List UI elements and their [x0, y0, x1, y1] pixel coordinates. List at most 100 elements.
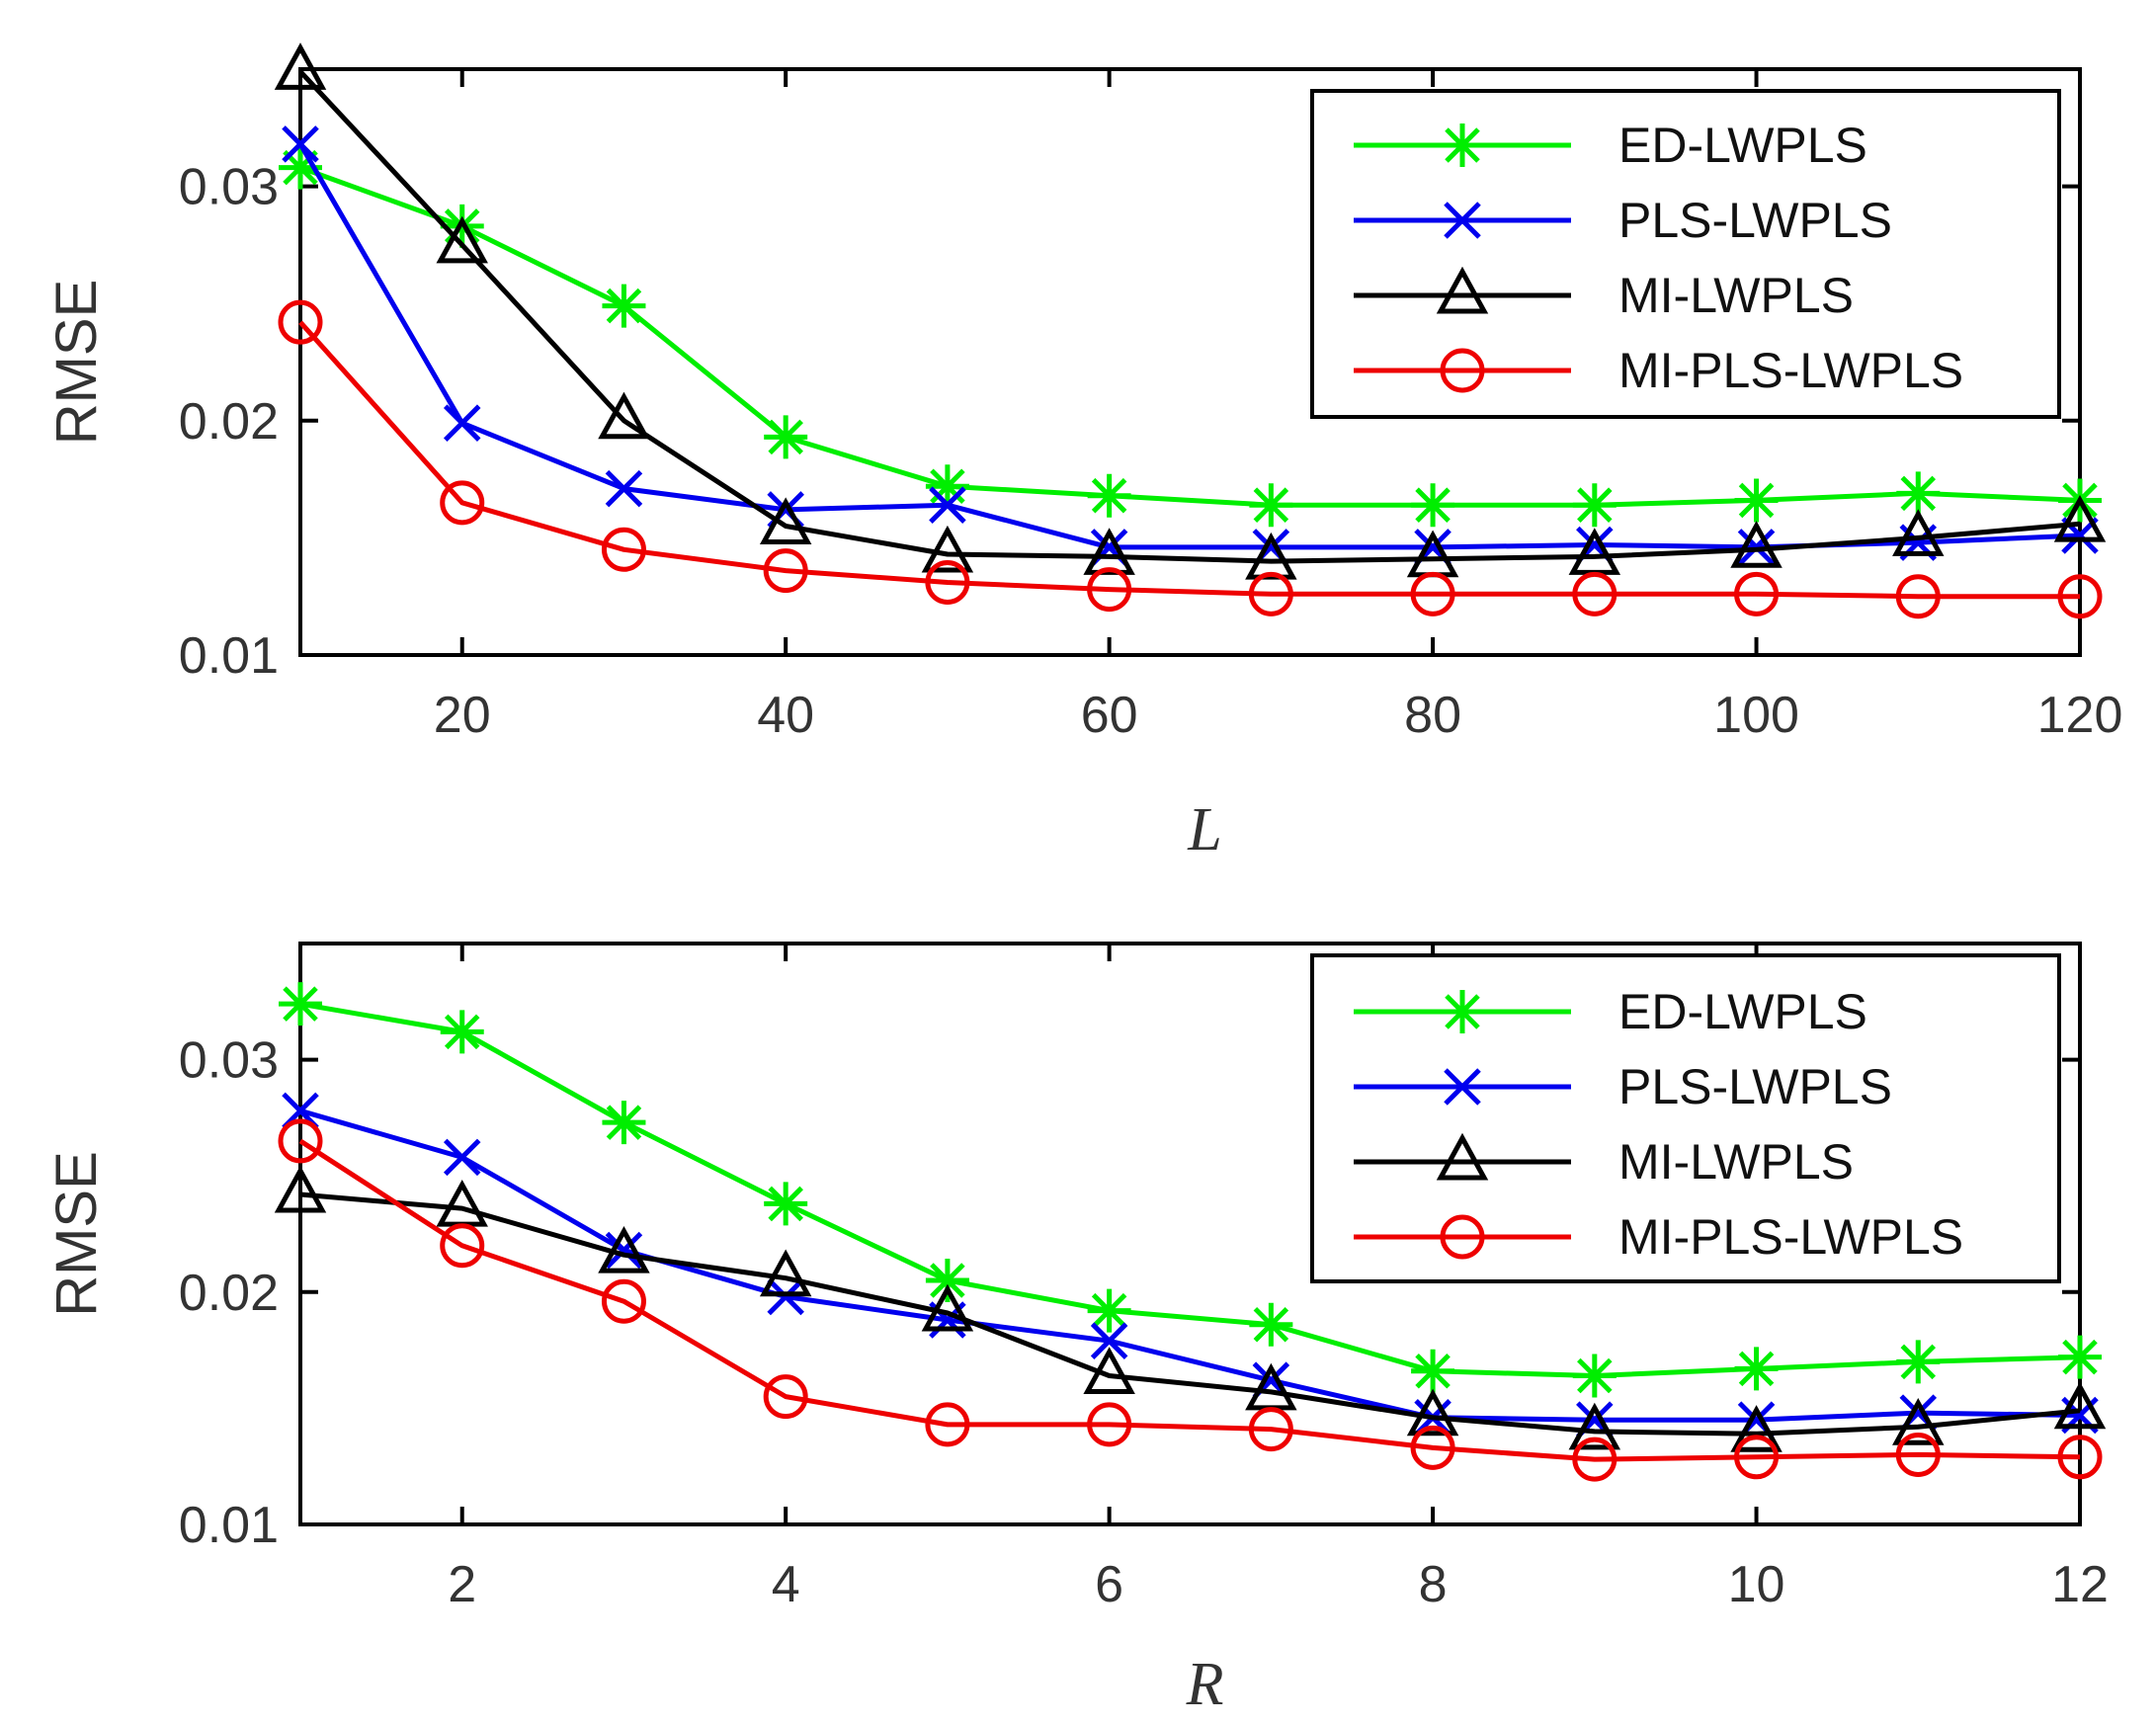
- data-point-marker: [2057, 574, 2103, 619]
- x-tick-label: 40: [757, 687, 814, 744]
- legend-label: MI-PLS-LWPLS: [1618, 343, 1963, 398]
- x-tick-label: 100: [1713, 687, 1799, 744]
- data-point-marker: [1411, 483, 1455, 528]
- data-point-marker: [764, 1182, 808, 1226]
- data-point-marker: [440, 1223, 485, 1269]
- series-line: [299, 165, 2081, 508]
- data-point-marker: [1572, 1437, 1617, 1482]
- data-point-marker: [1406, 1388, 1459, 1437]
- data-point-marker: [759, 1249, 812, 1297]
- data-point-marker: [1734, 1435, 1780, 1480]
- data-point-marker: [1248, 571, 1293, 616]
- x-tick-label: 60: [1081, 687, 1138, 744]
- data-point-marker: [443, 1138, 481, 1177]
- legend-marker: [1444, 1068, 1481, 1106]
- data-point-marker: [602, 284, 646, 328]
- y-axis-label: RMSE: [44, 1151, 109, 1317]
- series-line: [299, 1001, 2081, 1378]
- data-point-marker: [1895, 574, 1941, 619]
- data-point-marker: [605, 1231, 643, 1270]
- data-point-marker: [1896, 1340, 1941, 1384]
- data-point-marker: [921, 525, 974, 573]
- data-point-marker: [2053, 494, 2107, 542]
- data-point-marker: [1406, 530, 1459, 578]
- data-point-marker: [1410, 571, 1455, 616]
- data-point-marker: [1249, 1302, 1293, 1347]
- data-point-marker: [1895, 1432, 1941, 1477]
- data-point-marker: [1572, 483, 1617, 528]
- data-point-marker: [598, 1225, 650, 1273]
- data-point-marker: [279, 982, 322, 1027]
- data-point-marker: [1410, 1425, 1455, 1470]
- legend-label: ED-LWPLS: [1618, 118, 1867, 173]
- x-tick-label: 2: [448, 1556, 476, 1613]
- data-point-marker: [925, 1259, 969, 1303]
- data-point-marker: [763, 548, 808, 594]
- data-point-marker: [1087, 1288, 1131, 1333]
- data-point-marker: [1892, 509, 1945, 556]
- data-point-marker: [278, 1118, 323, 1164]
- data-point-marker: [1568, 528, 1621, 575]
- data-point-marker: [605, 469, 643, 508]
- x-tick-label: 6: [1095, 1556, 1123, 1613]
- data-point-marker: [1734, 1347, 1779, 1391]
- data-point-marker: [1087, 567, 1132, 613]
- data-point-marker: [440, 1010, 484, 1054]
- series-line: [299, 1191, 2081, 1437]
- data-point-marker: [2053, 1381, 2107, 1430]
- data-point-marker: [925, 464, 969, 509]
- data-point-marker: [2058, 1335, 2102, 1379]
- x-axis-label: L: [1187, 796, 1221, 863]
- legend-label: PLS-LWPLS: [1618, 1059, 1892, 1114]
- series-line: [298, 69, 2081, 564]
- data-point-marker: [279, 145, 322, 190]
- series-MI-LWPLS: [274, 42, 2107, 580]
- legend-marker: [1444, 202, 1481, 239]
- data-point-marker: [601, 527, 646, 572]
- data-point-marker: [1730, 1405, 1783, 1452]
- data-point-marker: [1248, 1407, 1293, 1452]
- data-point-marker: [1734, 571, 1780, 616]
- y-tick-label: 0.03: [179, 1032, 279, 1090]
- data-point-marker: [278, 299, 323, 345]
- axes-box: [298, 67, 2082, 657]
- data-point-marker: [1245, 532, 1297, 580]
- series-MI-PLS-LWPLS: [278, 299, 2103, 619]
- x-tick-label: 12: [2051, 1556, 2109, 1613]
- legend-marker: [1436, 1132, 1489, 1181]
- legend-label: ED-LWPLS: [1618, 984, 1867, 1039]
- data-point-marker: [767, 1277, 804, 1316]
- data-point-marker: [763, 1374, 808, 1420]
- x-tick-label: 80: [1404, 687, 1461, 744]
- data-point-marker: [1572, 1354, 1617, 1398]
- legend: ED-LWPLS PLS-LWPLS MI-LWPLS MI-PLS-LWPLS: [1310, 89, 2061, 419]
- data-point-marker: [274, 42, 327, 90]
- series-line: [299, 1108, 2081, 1423]
- legend-marker: [1440, 348, 1485, 393]
- x-tick-label: 4: [772, 1556, 800, 1613]
- legend-marker: [1436, 266, 1489, 314]
- x-tick-label: 10: [1728, 1556, 1785, 1613]
- y-tick-label: 0.02: [179, 1265, 279, 1322]
- data-point-marker: [925, 1402, 970, 1447]
- data-point-marker: [925, 559, 970, 605]
- series-line: [298, 320, 2080, 600]
- data-point-marker: [929, 486, 966, 524]
- data-point-marker: [436, 215, 488, 264]
- series-ED-LWPLS: [279, 982, 2102, 1398]
- legend-label: MI-LWPLS: [1618, 1134, 1854, 1190]
- data-point-marker: [2057, 1435, 2103, 1480]
- data-point-marker: [601, 1278, 646, 1324]
- axes-box: [298, 942, 2082, 1526]
- data-point-marker: [1411, 1349, 1455, 1393]
- data-point-marker: [1568, 1402, 1621, 1450]
- series-MI-PLS-LWPLS: [278, 1118, 2103, 1482]
- legend-label: MI-PLS-LWPLS: [1618, 1209, 1963, 1265]
- y-tick-label: 0.03: [179, 159, 279, 216]
- data-point-marker: [764, 415, 808, 459]
- data-point-marker: [1087, 473, 1131, 518]
- subplot-2: 0.01 0.02 0.03 2 4 6 8 10 12 RMSE R ED-LWPLS PLS-LWP…: [44, 942, 2109, 1718]
- series-MI-LWPLS: [274, 1165, 2107, 1452]
- data-point-marker: [1892, 1398, 1945, 1445]
